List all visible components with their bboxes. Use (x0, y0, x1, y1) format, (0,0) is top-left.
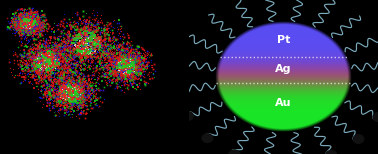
Text: Ag: Ag (275, 64, 292, 74)
Circle shape (202, 134, 213, 142)
Circle shape (183, 112, 193, 120)
Circle shape (353, 135, 364, 143)
Circle shape (173, 86, 183, 94)
Circle shape (229, 150, 240, 154)
Text: Pt: Pt (277, 35, 290, 45)
Circle shape (326, 150, 336, 154)
Text: Au: Au (275, 98, 292, 108)
Circle shape (373, 113, 378, 121)
